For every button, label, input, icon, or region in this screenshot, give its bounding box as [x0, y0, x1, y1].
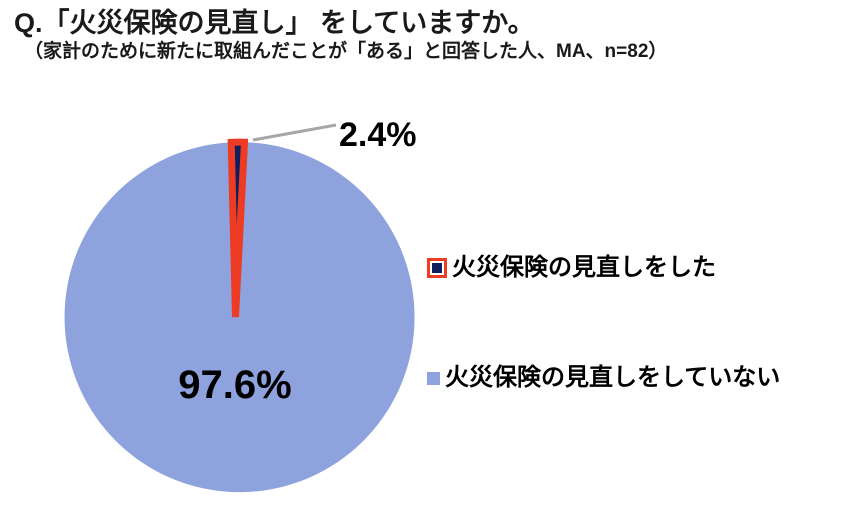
- pie-data-label-reviewed: 2.4%: [339, 116, 417, 154]
- pie-svg: 97.6%: [64, 123, 415, 493]
- title-block: Q.「火災保険の見直し」 をしていますか。 （家計のために新たに取組んだことが「…: [14, 8, 834, 64]
- legend: 火災保険の見直しをした 火災保険の見直しをしていない: [427, 248, 847, 398]
- legend-item-not-reviewed[interactable]: 火災保険の見直しをしていない: [427, 358, 847, 398]
- pie-data-label-not-reviewed: 97.6%: [178, 363, 291, 407]
- chart-title: Q.「火災保険の見直し」 をしていますか。: [14, 8, 535, 38]
- pie-slice-not-reviewed: [64, 142, 415, 493]
- pie-plot-area: 97.6%: [40, 118, 440, 518]
- pie-slice-reviewed: [227, 138, 249, 318]
- chart-subtitle: （家計のために新たに取組んだことが「ある」と回答した人、MA、n=82）: [24, 40, 668, 62]
- legend-swatch-periwinkle-icon: [427, 371, 440, 385]
- legend-label-reviewed: 火災保険の見直しをした: [452, 254, 716, 281]
- legend-item-reviewed[interactable]: 火災保険の見直しをした: [427, 248, 847, 288]
- legend-swatch-navy-icon: [427, 258, 447, 278]
- legend-label-not-reviewed: 火災保険の見直しをしていない: [445, 364, 781, 391]
- callout-leader-line: [252, 123, 337, 142]
